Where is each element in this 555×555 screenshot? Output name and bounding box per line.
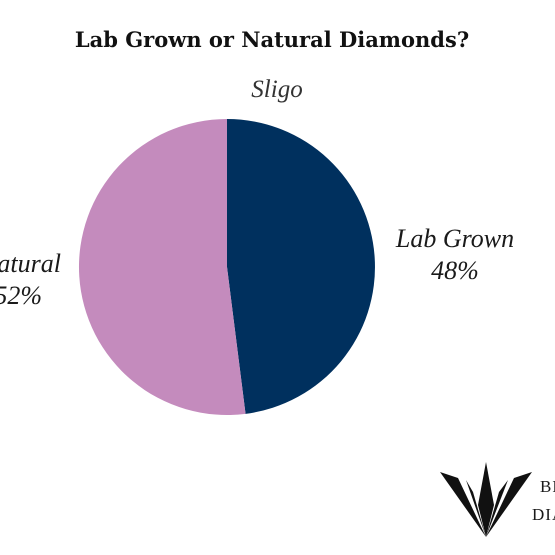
chart-subtitle: Sligo	[251, 76, 302, 103]
slice-label-lab-grown-name: Lab Grown	[395, 224, 514, 253]
slice-label-natural: Natural 52%	[0, 249, 61, 310]
diamond-spikes-icon	[440, 462, 532, 537]
brand-name-line2: DIA	[532, 505, 555, 524]
pie-slice-natural	[78, 119, 246, 415]
slice-label-lab-grown: Lab Grown 48%	[395, 224, 514, 285]
slice-label-lab-grown-value: 48%	[431, 256, 479, 285]
slice-label-natural-value: 52%	[0, 281, 42, 310]
chart-title: Lab Grown or Natural Diamonds?	[75, 27, 469, 52]
brand-logo: BE DIA	[440, 462, 555, 537]
brand-name-line1: BE	[540, 477, 555, 496]
pie-slice-lab-grown	[227, 119, 375, 414]
pie	[78, 119, 375, 415]
slice-label-natural-name: Natural	[0, 249, 61, 278]
